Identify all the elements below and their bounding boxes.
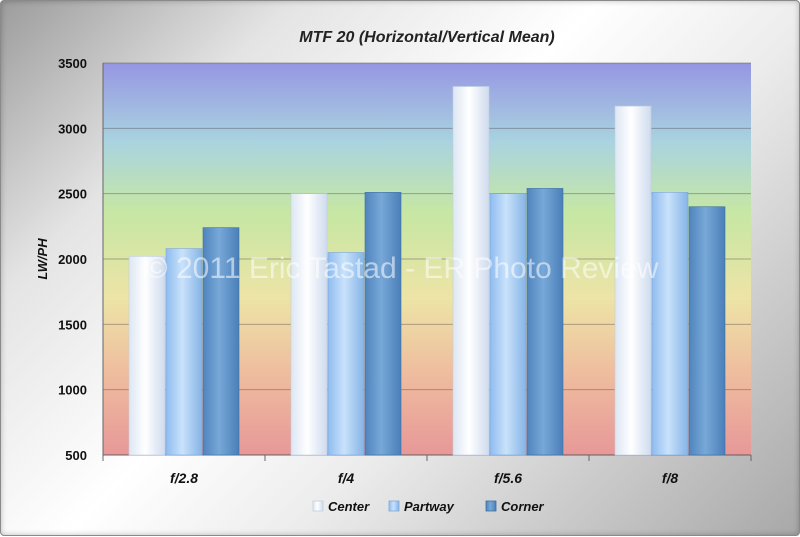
y-axis-label: LW/PH (35, 238, 50, 280)
legend-swatch-center (312, 500, 324, 512)
x-tick-label: f/8 (662, 470, 679, 486)
bar-partway-3 (489, 193, 527, 456)
chart-title: MTF 20 (Horizontal/Vertical Mean) (299, 29, 554, 46)
watermark: © 2011 Eric Tastad - ER Photo Review (146, 252, 659, 285)
bar-corner-4 (688, 206, 726, 456)
bar-corner-1 (202, 227, 240, 456)
legend-label-partway: Partway (404, 499, 455, 514)
bar-corner-2 (364, 192, 402, 456)
bar-center-3 (452, 86, 490, 456)
bar-partway-2 (327, 252, 365, 456)
x-tick-label: f/4 (338, 470, 355, 486)
legend-label-center: Center (328, 499, 370, 514)
y-tick-label: 2500 (58, 187, 87, 202)
y-tick-label: 500 (65, 448, 87, 463)
bar-center-2 (290, 193, 328, 456)
bar-partway-1 (165, 248, 203, 456)
legend: Center Partway Corner (312, 499, 545, 514)
bar-corner-3 (526, 188, 564, 456)
bar-partway-4 (651, 192, 689, 456)
y-tick-label: 3000 (58, 121, 87, 136)
legend-swatch-corner (485, 500, 497, 512)
y-tick-label: 2000 (58, 252, 87, 267)
y-tick-label: 3500 (58, 56, 87, 71)
x-tick-label: f/2.8 (170, 470, 198, 486)
y-tick-label: 1500 (58, 317, 87, 332)
y-tick-labels: 500 1000 1500 2000 2500 3000 3500 (58, 56, 87, 463)
bar-center-4 (614, 105, 652, 456)
y-tick-label: 1000 (58, 383, 87, 398)
bar-center-1 (128, 256, 166, 456)
bars (128, 86, 726, 456)
x-tick-label: f/5.6 (494, 470, 522, 486)
legend-swatch-partway (388, 500, 400, 512)
x-tick-labels: f/2.8 f/4 f/5.6 f/8 (170, 470, 678, 486)
legend-label-corner: Corner (501, 499, 545, 514)
